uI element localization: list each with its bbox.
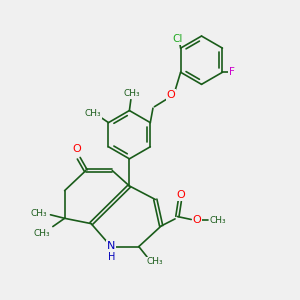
Text: O: O	[176, 190, 185, 200]
Text: O: O	[167, 90, 176, 100]
Text: CH₃: CH₃	[209, 216, 226, 225]
Text: O: O	[193, 215, 202, 225]
Text: O: O	[72, 144, 81, 154]
Text: CH₃: CH₃	[31, 209, 48, 218]
Text: F: F	[229, 67, 235, 77]
Text: CH₃: CH₃	[123, 89, 140, 98]
Text: N: N	[107, 241, 115, 251]
Text: CH₃: CH₃	[85, 109, 101, 118]
Text: CH₃: CH₃	[33, 229, 50, 238]
Text: CH₃: CH₃	[147, 257, 164, 266]
Text: Cl: Cl	[172, 34, 182, 44]
Text: H: H	[108, 253, 116, 262]
